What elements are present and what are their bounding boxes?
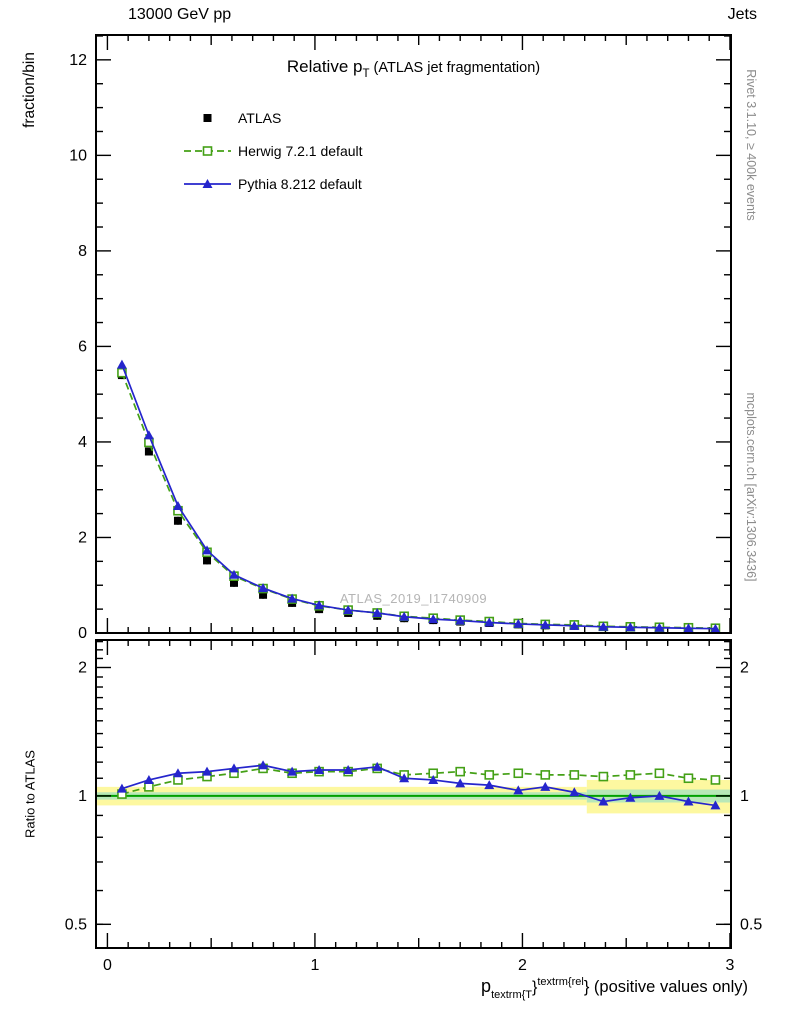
series-main — [116, 359, 721, 634]
rivet-version-note: Rivet 3.1.10, ≥ 400k events — [744, 69, 758, 221]
svg-text:0: 0 — [103, 957, 112, 974]
svg-text:3: 3 — [726, 957, 735, 974]
svg-text:1: 1 — [78, 788, 87, 805]
legend-label-herwig: Herwig 7.2.1 default — [238, 143, 363, 159]
beam-energy-label: 13000 GeV pp — [128, 6, 232, 23]
x-label-tail: } (positive values only) — [583, 978, 748, 996]
svg-text:2: 2 — [78, 659, 87, 676]
analysis-group-label: Jets — [727, 6, 757, 23]
title-analysis: (ATLAS jet fragmentation) — [369, 60, 541, 76]
svg-text:2: 2 — [518, 957, 527, 974]
svg-text:0: 0 — [78, 625, 87, 642]
x-label-brace: } — [532, 979, 538, 996]
svg-text:0.5: 0.5 — [65, 916, 87, 933]
x-label-superscript: textrm{rel — [537, 976, 584, 988]
svg-text:1: 1 — [740, 788, 749, 805]
svg-text:4: 4 — [78, 434, 87, 451]
series-ratio — [116, 760, 721, 810]
legend-label-pythia: Pythia 8.212 default — [238, 176, 362, 192]
svg-text:6: 6 — [78, 338, 87, 355]
svg-text:2: 2 — [78, 529, 87, 546]
svg-text:1: 1 — [310, 957, 319, 974]
legend-markers — [184, 114, 231, 188]
svg-text:2: 2 — [740, 659, 749, 676]
x-label-subscript: textrm{T — [491, 989, 533, 1001]
title-observable: Relative p — [286, 57, 363, 76]
plot-title: Relative pT (ATLAS jet fragmentation) — [96, 57, 731, 80]
analysis-id-watermark: ATLAS_2019_I1740909 — [339, 591, 488, 606]
y-axis-label-main: fraction/bin — [21, 52, 38, 128]
title-subscript: T — [362, 68, 370, 80]
legend-label-atlas: ATLAS — [238, 110, 282, 126]
svg-text:8: 8 — [78, 243, 87, 260]
x-axis-label: ptextrm{T}textrm{rel} (positive values o… — [0, 976, 748, 1001]
mcplots-attribution-note: mcplots.cern.ch [arXiv:1306.3436] — [744, 392, 758, 582]
x-label-base: p — [481, 976, 492, 996]
y-axis-label-ratio: Ratio to ATLAS — [22, 750, 38, 838]
svg-text:10: 10 — [69, 147, 87, 164]
svg-text:0.5: 0.5 — [740, 916, 762, 933]
svg-text:12: 12 — [69, 52, 87, 69]
panel-frames — [95, 34, 732, 949]
